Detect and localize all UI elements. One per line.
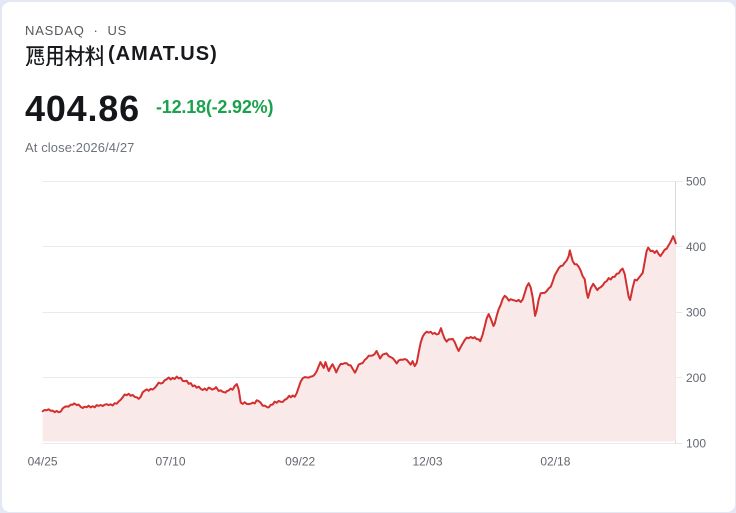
svg-text:200: 200 (686, 371, 706, 385)
svg-text:09/22: 09/22 (285, 455, 315, 469)
svg-text:02/18: 02/18 (540, 455, 570, 469)
svg-text:07/10: 07/10 (155, 455, 185, 469)
svg-text:500: 500 (686, 174, 706, 188)
svg-text:100: 100 (686, 436, 706, 450)
svg-text:04/25: 04/25 (28, 455, 58, 469)
svg-text:300: 300 (686, 305, 706, 319)
svg-text:12/03: 12/03 (412, 455, 442, 469)
svg-text:400: 400 (686, 240, 706, 254)
